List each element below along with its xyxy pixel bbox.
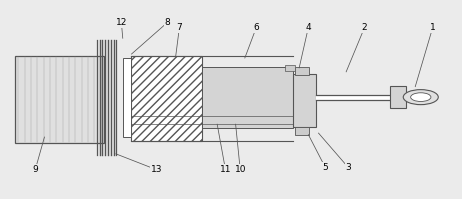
Bar: [390, 86, 406, 108]
Circle shape: [403, 90, 438, 105]
Bar: [295, 67, 309, 75]
Text: 12: 12: [116, 18, 127, 27]
Text: 9: 9: [32, 165, 38, 174]
Bar: [14, 56, 104, 143]
Text: 6: 6: [254, 23, 259, 32]
Circle shape: [411, 93, 431, 101]
Text: 13: 13: [151, 165, 162, 174]
Bar: [286, 65, 296, 71]
Bar: [295, 127, 309, 135]
Bar: [293, 74, 316, 127]
Text: 5: 5: [322, 163, 328, 172]
Text: 8: 8: [164, 18, 170, 27]
Text: 2: 2: [362, 23, 367, 32]
Bar: [123, 58, 131, 137]
Text: 7: 7: [176, 23, 182, 32]
Bar: [131, 56, 202, 141]
Text: 4: 4: [305, 23, 311, 32]
Text: 3: 3: [346, 163, 351, 172]
Bar: [202, 67, 293, 128]
Text: 1: 1: [430, 23, 436, 32]
Text: 10: 10: [234, 165, 246, 174]
Text: 11: 11: [220, 165, 231, 174]
Bar: [316, 95, 390, 100]
